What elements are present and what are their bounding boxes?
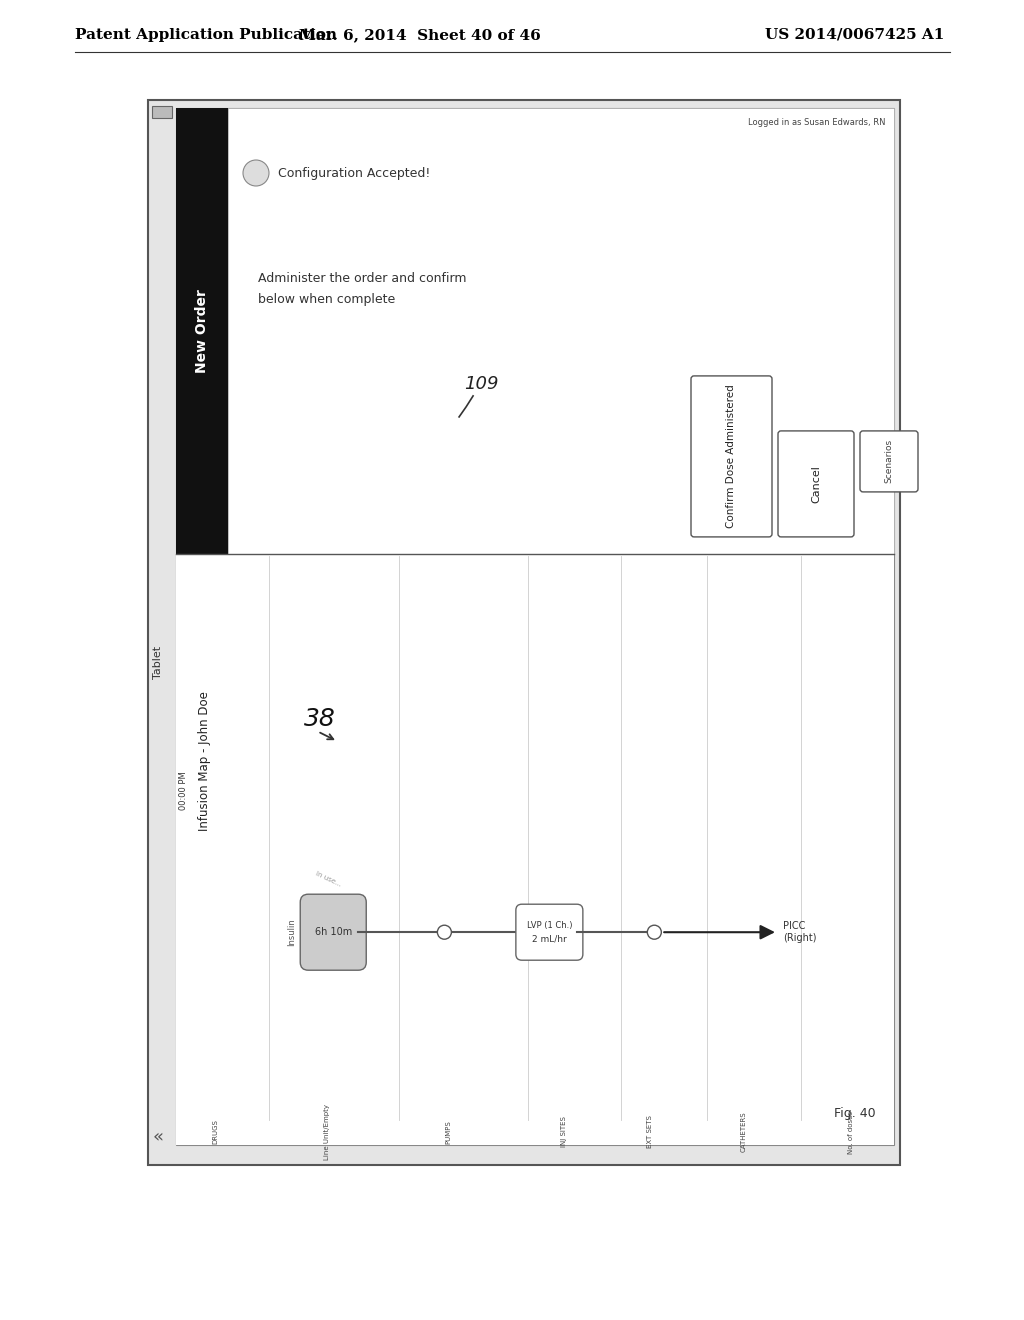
Text: Patent Application Publication: Patent Application Publication bbox=[75, 28, 337, 42]
Text: Infusion Map - John Doe: Infusion Map - John Doe bbox=[198, 690, 211, 830]
FancyBboxPatch shape bbox=[691, 376, 772, 537]
Text: Cancel: Cancel bbox=[811, 465, 821, 503]
FancyBboxPatch shape bbox=[778, 430, 854, 537]
Text: 2 mL/hr: 2 mL/hr bbox=[532, 935, 566, 944]
Text: US 2014/0067425 A1: US 2014/0067425 A1 bbox=[765, 28, 945, 42]
Bar bbox=[148, 100, 900, 1166]
Text: DRUGS: DRUGS bbox=[213, 1119, 218, 1144]
Circle shape bbox=[647, 925, 662, 940]
Text: Scenarios: Scenarios bbox=[885, 440, 894, 483]
Text: 38: 38 bbox=[304, 708, 336, 731]
FancyBboxPatch shape bbox=[860, 430, 918, 492]
Bar bbox=[176, 108, 894, 1144]
Text: EXT SETS: EXT SETS bbox=[647, 1115, 653, 1148]
Bar bbox=[228, 108, 894, 554]
Bar bbox=[176, 108, 228, 554]
Circle shape bbox=[437, 925, 452, 940]
Text: PICC
(Right): PICC (Right) bbox=[782, 921, 816, 942]
Bar bbox=[176, 554, 894, 1144]
Text: 00:00 PM: 00:00 PM bbox=[179, 771, 188, 809]
FancyBboxPatch shape bbox=[516, 904, 583, 960]
Text: Insulin: Insulin bbox=[288, 919, 296, 946]
Text: Confirm Dose Administered: Confirm Dose Administered bbox=[726, 384, 736, 528]
Text: 6h 10m: 6h 10m bbox=[314, 927, 352, 937]
Text: In use...: In use... bbox=[314, 870, 342, 887]
Text: Logged in as Susan Edwards, RN: Logged in as Susan Edwards, RN bbox=[749, 117, 886, 127]
Text: Configuration Accepted!: Configuration Accepted! bbox=[278, 166, 430, 180]
Text: below when complete: below when complete bbox=[258, 293, 395, 306]
Text: Administer the order and confirm: Administer the order and confirm bbox=[258, 272, 467, 285]
Text: No. of doses: No. of doses bbox=[848, 1110, 854, 1154]
Text: CATHETERS: CATHETERS bbox=[740, 1111, 746, 1152]
Text: «: « bbox=[153, 1129, 164, 1146]
Text: Line Unit/Empty: Line Unit/Empty bbox=[324, 1104, 330, 1160]
Text: INJ SITES: INJ SITES bbox=[561, 1117, 566, 1147]
Circle shape bbox=[243, 160, 269, 186]
Text: LVP (1 Ch.): LVP (1 Ch.) bbox=[526, 921, 572, 929]
Text: 109: 109 bbox=[464, 375, 499, 393]
FancyBboxPatch shape bbox=[300, 894, 367, 970]
Bar bbox=[152, 106, 172, 117]
Text: New Order: New Order bbox=[195, 289, 209, 372]
Text: Mar. 6, 2014  Sheet 40 of 46: Mar. 6, 2014 Sheet 40 of 46 bbox=[299, 28, 541, 42]
Text: PUMPS: PUMPS bbox=[445, 1121, 452, 1144]
Text: Tablet: Tablet bbox=[153, 645, 163, 678]
Text: Fig. 40: Fig. 40 bbox=[835, 1106, 876, 1119]
